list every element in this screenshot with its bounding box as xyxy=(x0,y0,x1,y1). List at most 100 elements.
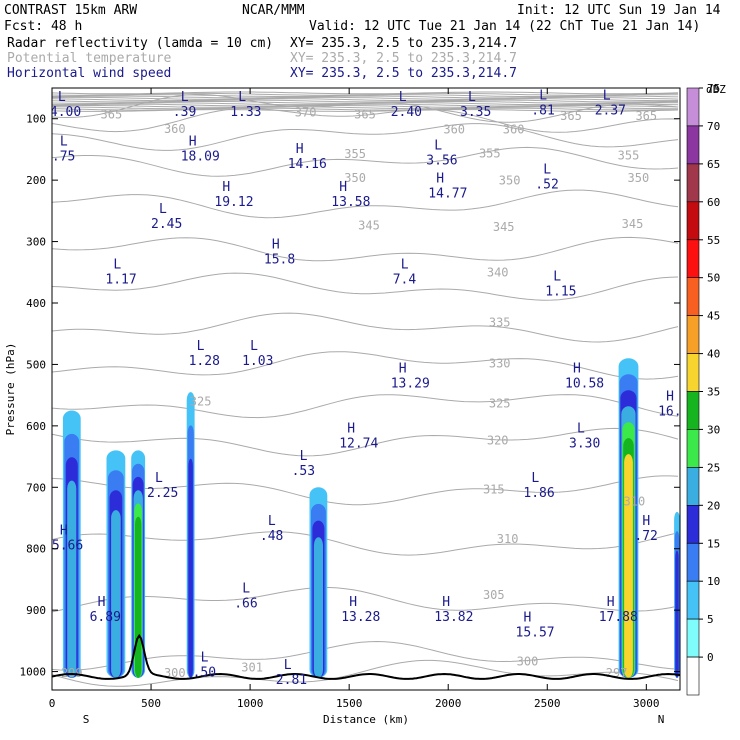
wind-speed-value: 3.35 xyxy=(460,105,491,120)
wind-speed-value: .81 xyxy=(531,103,554,118)
wind-low-marker: L xyxy=(553,270,561,285)
theta-label: 365 xyxy=(635,109,657,123)
wind-speed-value: .53 xyxy=(292,464,315,479)
wind-low-marker: L xyxy=(268,514,276,529)
theta-contour-upper xyxy=(52,102,678,106)
colorbar-label: 15 xyxy=(707,537,720,550)
theta-contour-345 xyxy=(52,236,679,262)
x-axis-title: Distance (km) xyxy=(323,713,409,726)
colorbar-swatch xyxy=(686,239,700,279)
wind-speed-value: .50 xyxy=(193,665,216,680)
colorbar-label: 45 xyxy=(707,310,720,323)
wind-high-marker: H xyxy=(442,595,450,610)
x-tick-label: 3000 xyxy=(633,697,660,710)
colorbar-label: 30 xyxy=(707,423,720,436)
reflectivity-cell-5-35 xyxy=(624,454,633,678)
theta-label: 320 xyxy=(487,433,509,447)
theta-label: 350 xyxy=(628,171,650,185)
theta-label: 315 xyxy=(483,482,505,496)
theta-contour-upper xyxy=(52,105,679,108)
colorbar-label: 25 xyxy=(707,461,720,474)
wind-speed-value: 1.33 xyxy=(230,105,261,120)
theta-contour-upper xyxy=(52,106,678,110)
wind-high-marker: H xyxy=(349,595,357,610)
reflectivity-cell-4-20 xyxy=(313,537,323,678)
wind-speed-value: 2.25 xyxy=(147,486,178,501)
theta-contour-upper xyxy=(52,98,679,102)
theta-label: 310 xyxy=(497,532,519,546)
theta-label: 301 xyxy=(241,661,263,675)
theta-contour-335 xyxy=(52,312,679,343)
wind-high-marker: H xyxy=(399,362,407,377)
theta-contour-320 xyxy=(52,427,679,457)
theta-contour-365 xyxy=(52,107,679,133)
colorbar-swatch xyxy=(686,201,700,241)
wind-speed-value: 14.16 xyxy=(288,157,327,172)
theta-contour-355 xyxy=(52,146,679,177)
theta-label: 365 xyxy=(354,108,376,122)
wind-speed-value: .75 xyxy=(52,149,75,164)
wind-speed-value: 13.29 xyxy=(391,377,430,392)
wind-high-marker: H xyxy=(607,595,615,610)
theta-label: 360 xyxy=(443,123,465,137)
colorbar-swatch xyxy=(686,580,700,620)
x-tick-label: 2500 xyxy=(534,697,561,710)
model-title: CONTRAST 15km ARW xyxy=(4,3,137,18)
wind-speed-value: 10.58 xyxy=(565,377,604,392)
colorbar-label: 35 xyxy=(707,386,720,399)
colorbar-label: 75 xyxy=(707,82,720,95)
x-tick-label: 500 xyxy=(141,697,161,710)
wind-speed-value: 13.82 xyxy=(434,610,473,625)
x-tick-label: 2000 xyxy=(435,697,462,710)
colorbar-swatch xyxy=(686,656,700,696)
y-tick-label: 300 xyxy=(26,236,46,249)
theta-label: 340 xyxy=(487,266,509,280)
theta-label: 330 xyxy=(489,357,511,371)
wind-speed-value: 5.66 xyxy=(52,538,83,553)
theta-label: 360 xyxy=(503,123,525,137)
wind-low-marker: L xyxy=(434,139,442,154)
wind-speed-value: .48 xyxy=(260,529,283,544)
wind-high-marker: H xyxy=(347,421,355,436)
wind-low-marker: L xyxy=(113,257,121,272)
wind-speed-value: .66 xyxy=(234,597,257,612)
theta-contour-305 xyxy=(52,587,679,613)
y-tick-label: 600 xyxy=(26,420,46,433)
wind-speed-value: 7.4 xyxy=(393,272,417,287)
theta-label: 355 xyxy=(618,148,640,162)
field1-name: Radar reflectivity (lamda = 10 cm) xyxy=(7,36,273,51)
theta-label: 365 xyxy=(101,108,123,122)
reflectivity-cell-1-20 xyxy=(111,510,121,678)
wind-speed-value: 2.81 xyxy=(276,673,307,688)
theta-label: 300 xyxy=(517,654,539,668)
y-tick-label: 800 xyxy=(26,543,46,556)
wind-speed-value: 12.74 xyxy=(339,436,378,451)
wind-low-marker: L xyxy=(250,339,258,354)
theta-label: 325 xyxy=(190,395,212,409)
wind-high-marker: H xyxy=(189,134,197,149)
org-label: NCAR/MMM xyxy=(242,3,305,18)
wind-high-marker: H xyxy=(339,180,347,195)
field2-xy: XY= 235.3, 2.5 to 235.3,214.7 xyxy=(290,51,517,66)
x-tick-label: 0 xyxy=(49,697,56,710)
wind-high-marker: H xyxy=(666,389,674,404)
wind-speed-value: 14.77 xyxy=(428,186,467,201)
wind-low-marker: L xyxy=(58,90,66,105)
theta-label: 370 xyxy=(295,105,317,119)
theta-label: 355 xyxy=(344,147,366,161)
wind-high-marker: H xyxy=(296,142,304,157)
wind-speed-value: 1.15 xyxy=(545,285,576,300)
x-tick-label: 1500 xyxy=(336,697,363,710)
colorbar-swatch xyxy=(686,277,700,316)
theta-contour-325 xyxy=(52,394,679,419)
theta-label: 345 xyxy=(358,218,380,232)
colorbar-swatch xyxy=(686,353,700,392)
wind-speed-value: 1.28 xyxy=(189,354,220,369)
colorbar-label: 40 xyxy=(707,348,720,361)
wind-high-marker: H xyxy=(573,362,581,377)
theta-contour-350 xyxy=(52,189,679,219)
theta-label: 305 xyxy=(483,588,505,602)
colorbar-label: 70 xyxy=(707,120,720,133)
wind-low-marker: L xyxy=(531,471,539,486)
